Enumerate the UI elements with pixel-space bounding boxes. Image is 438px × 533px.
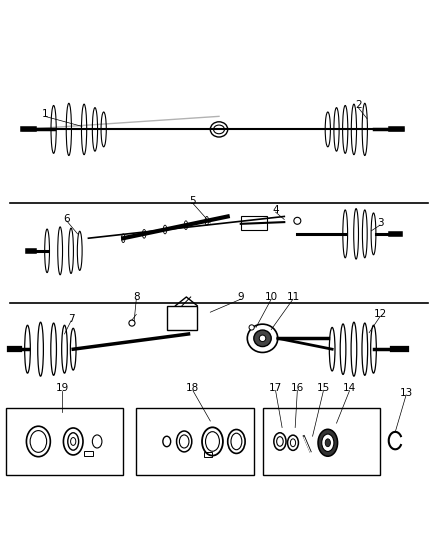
Text: 15: 15 <box>317 383 330 393</box>
Ellipse shape <box>205 216 208 225</box>
Ellipse shape <box>184 221 187 230</box>
Ellipse shape <box>66 103 71 156</box>
Text: 1: 1 <box>42 109 48 119</box>
Ellipse shape <box>205 432 219 451</box>
Ellipse shape <box>64 428 83 455</box>
Ellipse shape <box>277 437 283 446</box>
Ellipse shape <box>343 106 348 154</box>
Ellipse shape <box>68 433 79 450</box>
Text: 19: 19 <box>56 383 69 393</box>
Ellipse shape <box>81 104 87 155</box>
Ellipse shape <box>351 322 357 376</box>
Ellipse shape <box>210 122 228 137</box>
Ellipse shape <box>362 323 367 375</box>
Ellipse shape <box>354 208 358 259</box>
Ellipse shape <box>340 324 346 375</box>
Bar <box>84 450 93 456</box>
Ellipse shape <box>334 108 339 151</box>
Ellipse shape <box>202 427 223 456</box>
Ellipse shape <box>228 430 245 454</box>
Ellipse shape <box>26 426 50 457</box>
Text: 13: 13 <box>399 387 413 398</box>
Text: 4: 4 <box>272 205 279 215</box>
Ellipse shape <box>58 227 63 275</box>
Ellipse shape <box>322 434 334 451</box>
Ellipse shape <box>288 435 298 450</box>
Ellipse shape <box>62 325 67 373</box>
Ellipse shape <box>247 324 278 352</box>
Ellipse shape <box>371 325 376 373</box>
Ellipse shape <box>25 325 30 373</box>
Circle shape <box>129 320 135 326</box>
Text: 9: 9 <box>237 292 244 302</box>
Ellipse shape <box>163 225 167 234</box>
Text: 18: 18 <box>186 383 200 393</box>
Ellipse shape <box>101 112 106 147</box>
Bar <box>241 216 267 230</box>
Text: 14: 14 <box>343 383 356 393</box>
Ellipse shape <box>71 438 76 446</box>
Text: 16: 16 <box>291 383 304 393</box>
Ellipse shape <box>371 213 376 255</box>
Bar <box>6 408 123 475</box>
Text: 5: 5 <box>190 196 196 206</box>
Ellipse shape <box>121 234 125 243</box>
Ellipse shape <box>351 104 357 155</box>
Text: 8: 8 <box>133 292 140 302</box>
Text: 6: 6 <box>64 214 70 224</box>
Text: 3: 3 <box>377 218 383 228</box>
Ellipse shape <box>274 433 286 450</box>
Ellipse shape <box>45 229 49 272</box>
Text: 17: 17 <box>269 383 282 393</box>
Ellipse shape <box>71 328 76 370</box>
Bar <box>167 305 197 329</box>
Ellipse shape <box>214 125 224 134</box>
Text: 11: 11 <box>286 292 300 302</box>
Ellipse shape <box>92 108 98 151</box>
Ellipse shape <box>318 429 338 456</box>
Ellipse shape <box>325 439 330 447</box>
Ellipse shape <box>78 231 82 270</box>
Bar <box>136 408 254 475</box>
Ellipse shape <box>180 435 189 448</box>
Ellipse shape <box>92 435 102 448</box>
Bar <box>262 408 380 475</box>
Ellipse shape <box>325 112 330 147</box>
Ellipse shape <box>231 433 242 450</box>
Ellipse shape <box>329 327 335 371</box>
Ellipse shape <box>163 436 171 447</box>
Ellipse shape <box>142 230 146 238</box>
Ellipse shape <box>362 103 367 156</box>
Text: 7: 7 <box>68 314 74 324</box>
Bar <box>204 452 212 457</box>
Ellipse shape <box>177 431 192 452</box>
Circle shape <box>249 325 254 330</box>
Ellipse shape <box>69 228 74 273</box>
Text: 10: 10 <box>265 292 278 302</box>
Ellipse shape <box>51 323 57 375</box>
Text: 12: 12 <box>374 309 387 319</box>
Ellipse shape <box>362 210 367 258</box>
Ellipse shape <box>290 439 296 447</box>
Ellipse shape <box>38 322 43 376</box>
Ellipse shape <box>51 106 56 154</box>
Ellipse shape <box>30 431 47 453</box>
Ellipse shape <box>343 210 348 258</box>
Text: 2: 2 <box>355 100 362 110</box>
Ellipse shape <box>259 335 266 342</box>
Circle shape <box>294 217 301 224</box>
Ellipse shape <box>254 330 271 346</box>
